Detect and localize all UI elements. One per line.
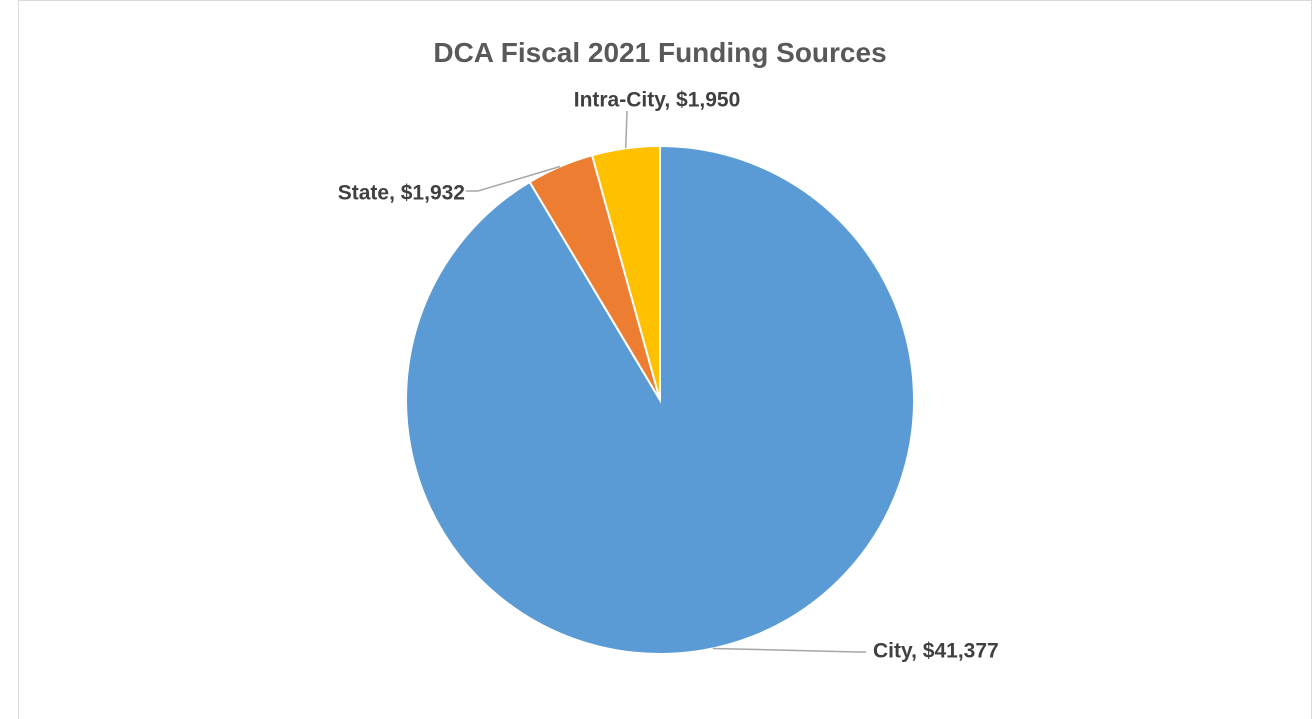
pie-slices: [405, 144, 915, 655]
data-labels: City, $41,377 State, $1,932 Intra-City, $1…: [338, 89, 999, 663]
chart-area: [18, 0, 1312, 719]
data-label-state: State, $1,932: [338, 182, 465, 205]
data-label-intra-city: Intra-City, $1,950: [574, 89, 741, 112]
leader-line-intra-city: [624, 110, 628, 149]
data-label-city: City, $41,377: [873, 640, 999, 663]
leader-line-state: [466, 165, 561, 192]
leader-lines: [466, 110, 866, 653]
pie-slice-intra-city: [590, 144, 661, 401]
leader-line-city: [712, 647, 866, 653]
chart-title: DCA Fiscal 2021 Funding Sources: [433, 37, 886, 68]
